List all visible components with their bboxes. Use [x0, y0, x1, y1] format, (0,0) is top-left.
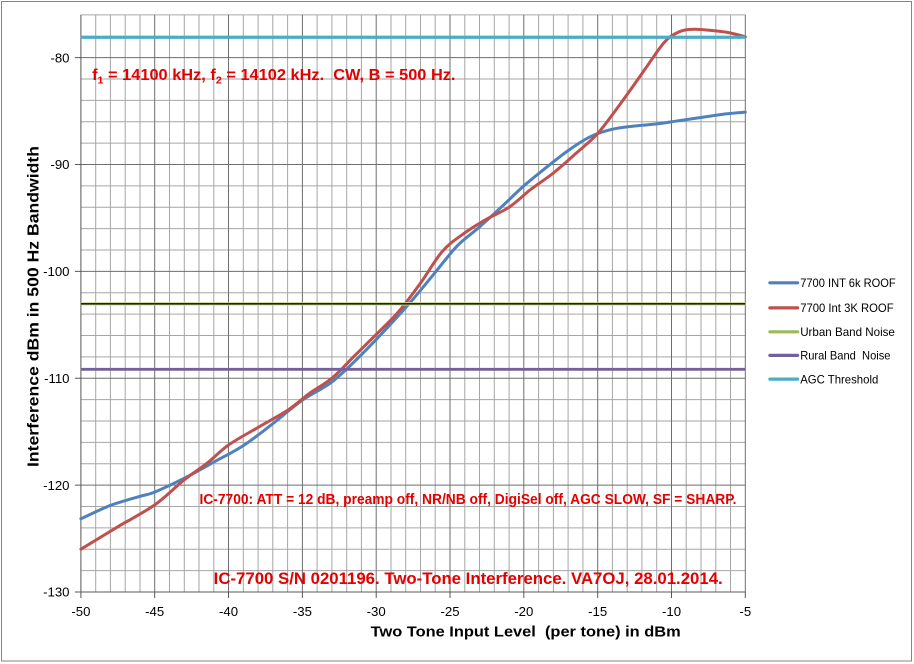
svg-text:-110: -110 [44, 371, 69, 386]
svg-text:Rural Band Noise: Rural Band Noise [800, 349, 891, 363]
svg-text:-130: -130 [43, 585, 69, 600]
svg-text:7700 Int 3K ROOF: 7700 Int 3K ROOF [800, 301, 893, 315]
svg-text:-120: -120 [43, 478, 69, 493]
svg-text:-20: -20 [514, 604, 533, 619]
svg-text:-30: -30 [367, 604, 386, 619]
svg-text:-25: -25 [440, 604, 459, 619]
svg-text:-80: -80 [50, 50, 69, 65]
svg-text:-35: -35 [293, 604, 312, 619]
svg-text:f1 = 14100 kHz, f2 = 14102 kHz: f1 = 14100 kHz, f2 = 14102 kHz. CW, B = … [92, 67, 455, 87]
svg-text:-90: -90 [50, 157, 69, 172]
svg-text:Urban Band Noise: Urban Band Noise [800, 325, 895, 339]
svg-text:IC-7700 S/N 0201196. Two-Tone: IC-7700 S/N 0201196. Two-Tone Interferen… [214, 570, 723, 588]
svg-text:-40: -40 [219, 604, 238, 619]
svg-text:AGC Threshold: AGC Threshold [800, 372, 878, 386]
svg-text:Two Tone Input Level (per ton: Two Tone Input Level (per tone) in dBm [371, 624, 681, 641]
svg-text:Interference dBm in 500 Hz Ban: Interference dBm in 500 Hz Bandwidth [26, 146, 43, 467]
svg-text:-50: -50 [71, 604, 90, 619]
svg-text:-15: -15 [588, 604, 607, 619]
svg-text:-5: -5 [739, 604, 751, 619]
svg-text:IC-7700: ATT = 12 dB, preamp o: IC-7700: ATT = 12 dB, preamp off, NR/NB … [200, 492, 737, 508]
svg-text:-45: -45 [145, 604, 164, 619]
svg-text:-10: -10 [662, 604, 681, 619]
svg-text:-100: -100 [43, 264, 69, 279]
svg-text:7700 INT 6k ROOF: 7700 INT 6k ROOF [800, 276, 896, 290]
